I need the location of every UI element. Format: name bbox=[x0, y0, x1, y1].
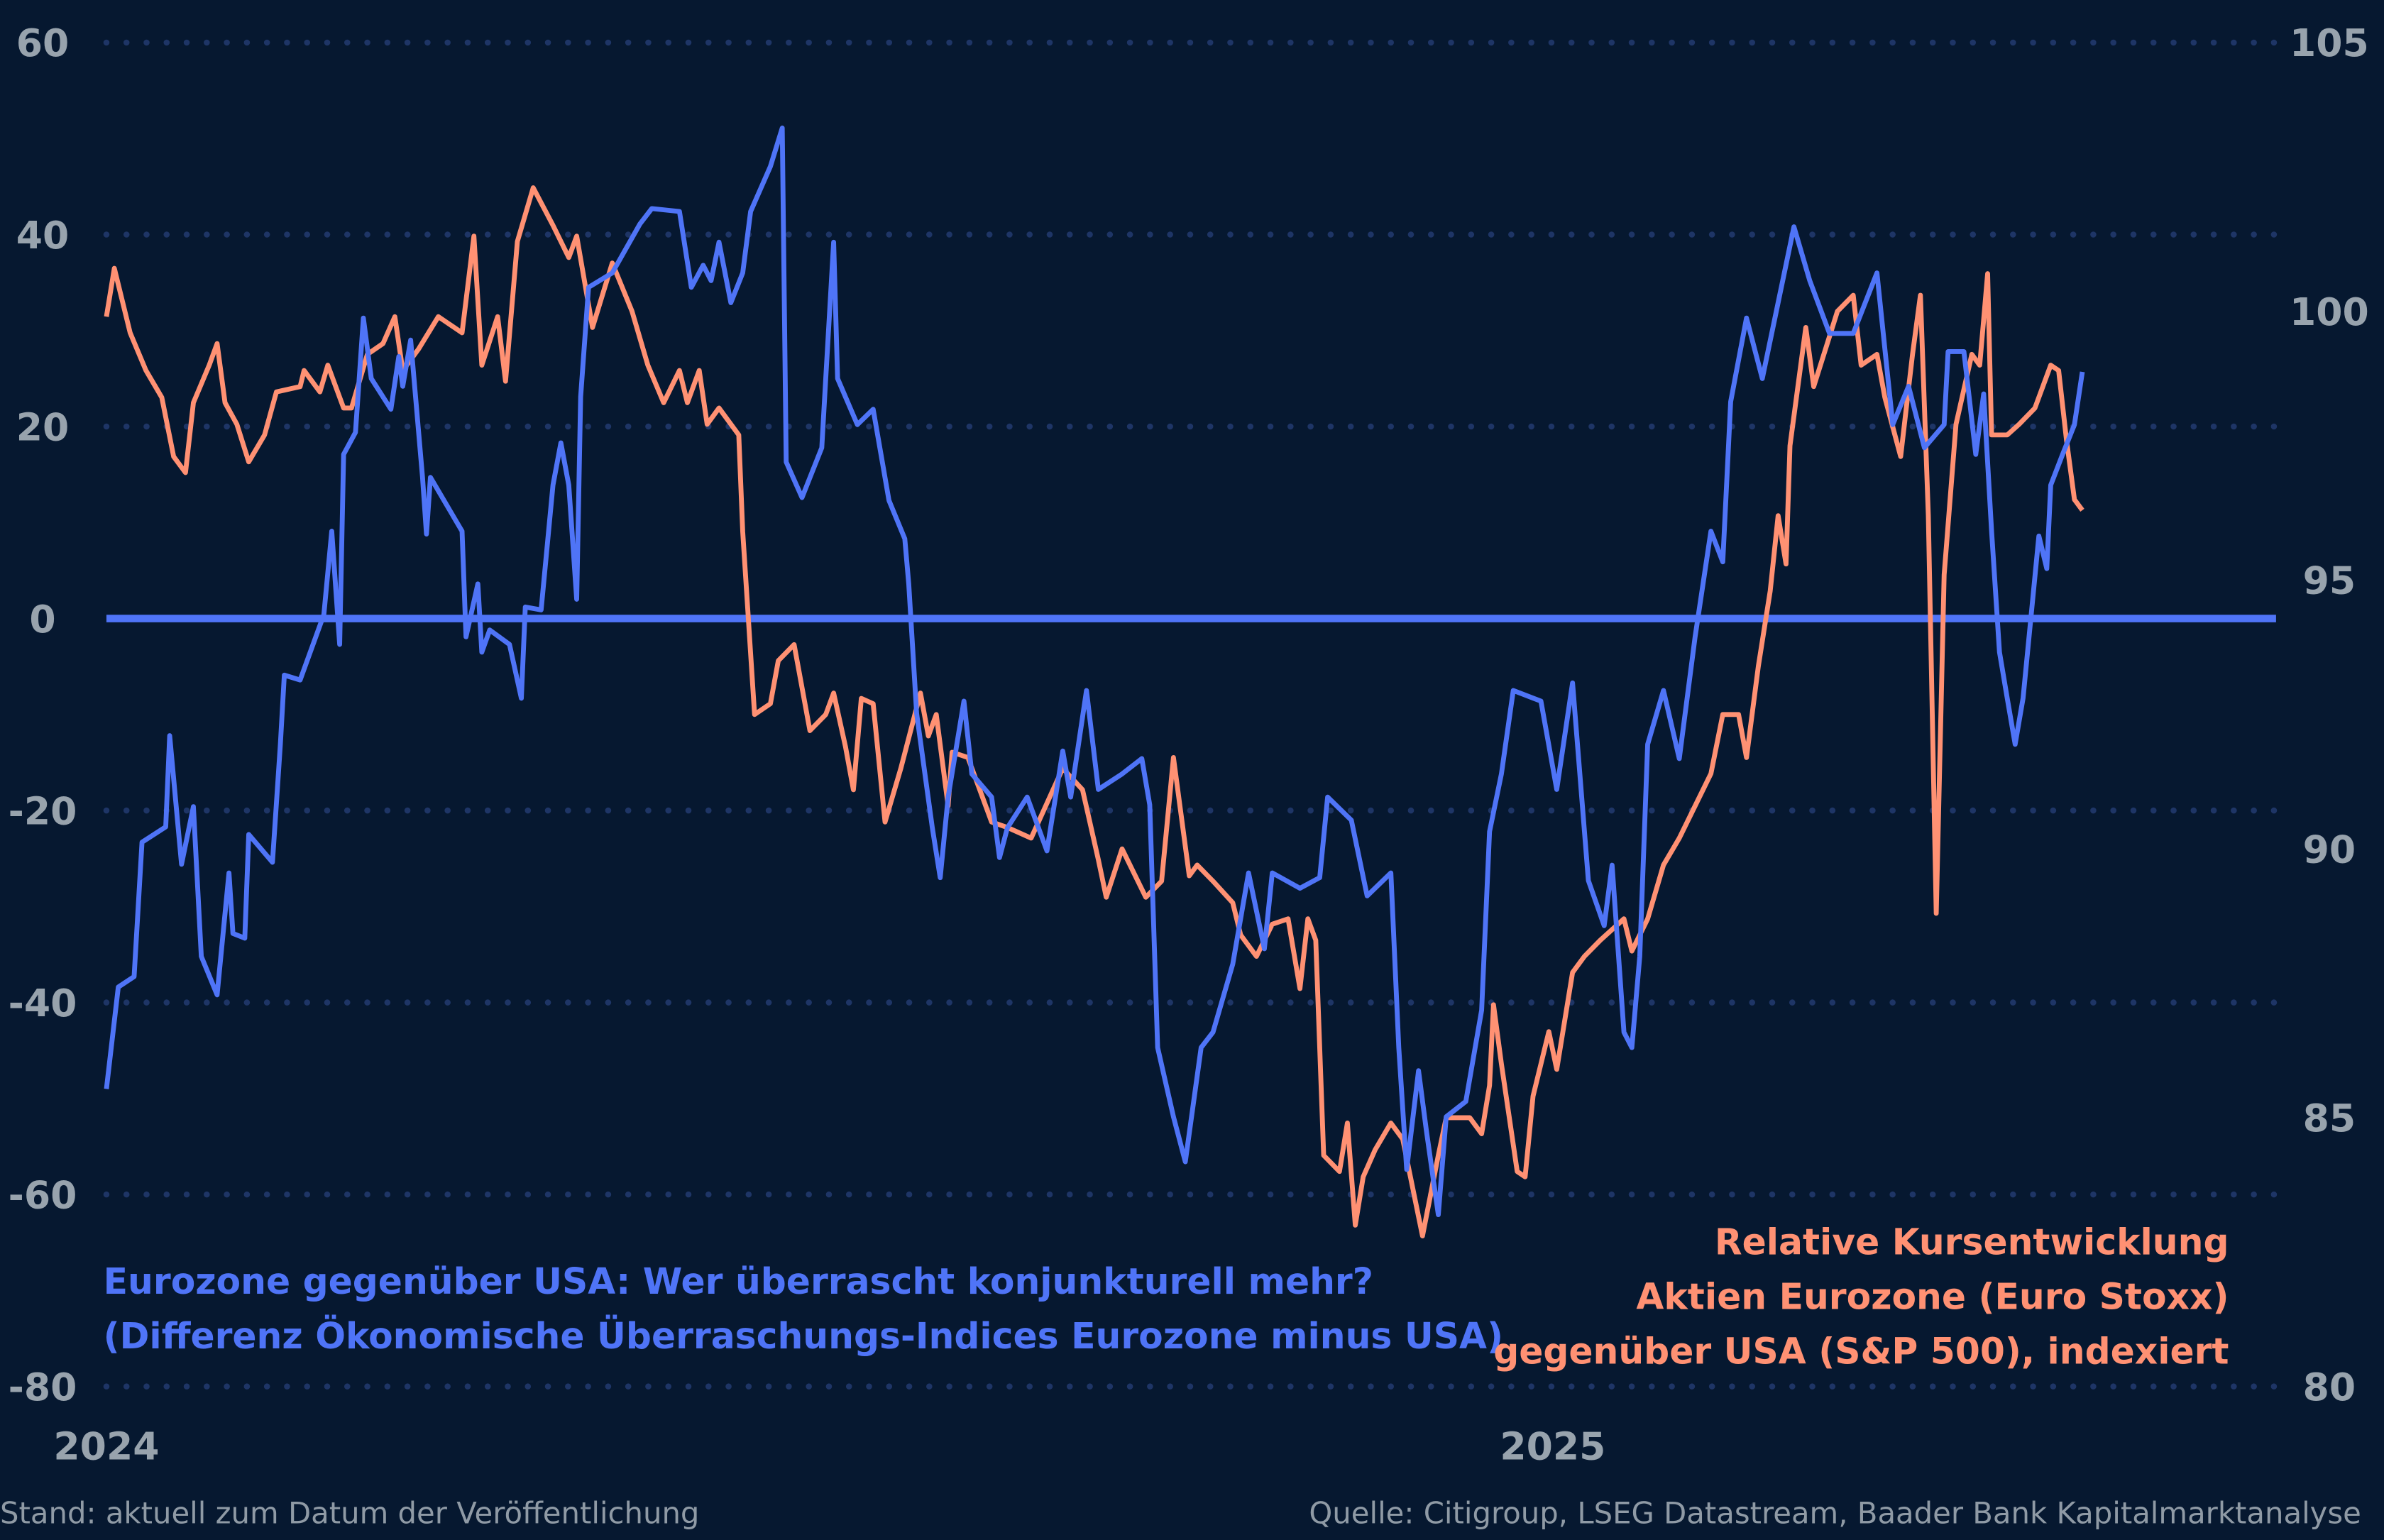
right-tick-label: 80 bbox=[2303, 1365, 2356, 1409]
left-tick-label: 0 bbox=[29, 597, 55, 642]
x-tick-label: 2025 bbox=[1500, 1424, 1605, 1468]
right-tick-label: 100 bbox=[2290, 290, 2369, 334]
left-tick-label: -20 bbox=[9, 788, 77, 833]
right-tick-label: 95 bbox=[2303, 559, 2356, 603]
left-tick-label: 40 bbox=[16, 213, 70, 258]
right-tick-label: 105 bbox=[2290, 21, 2369, 65]
x-tick-label: 2024 bbox=[53, 1424, 159, 1468]
left-tick-label: 60 bbox=[16, 21, 70, 65]
series-line-surprise-diff bbox=[104, 125, 2085, 1218]
right-tick-label: 85 bbox=[2303, 1096, 2356, 1140]
gridlines bbox=[103, 39, 2280, 1390]
legend-orange-line3: gegenüber USA (S&P 500), indexiert bbox=[1493, 1331, 2229, 1373]
right-tick-label: 90 bbox=[2303, 827, 2356, 871]
footer-stand: Stand: aktuell zum Datum der Veröffentli… bbox=[0, 1495, 699, 1530]
left-tick-label: -80 bbox=[9, 1365, 77, 1409]
legend-blue-line2: (Differenz Ökonomische Überraschungs-Ind… bbox=[104, 1315, 1503, 1357]
legend-orange-line1: Relative Kursentwicklung bbox=[1715, 1221, 2229, 1263]
axis-ticks: 60 40 20 0 -20 -40 -60 -80 105 100 95 90 85 80 2024 202… bbox=[9, 21, 2369, 1468]
legend-blue-line1: Eurozone gegenüber USA: Wer überrascht k… bbox=[104, 1260, 1373, 1302]
left-tick-label: 20 bbox=[16, 405, 70, 449]
series-line-relative-performance bbox=[104, 185, 2084, 1238]
series-lines bbox=[104, 125, 2276, 1238]
left-tick-label: -40 bbox=[9, 981, 77, 1025]
legend-orange-line2: Aktien Eurozone (Euro Stoxx) bbox=[1636, 1275, 2229, 1317]
footer-source: Quelle: Citigroup, LSEG Datastream, Baad… bbox=[1309, 1495, 2361, 1530]
left-tick-label: -60 bbox=[9, 1172, 77, 1217]
